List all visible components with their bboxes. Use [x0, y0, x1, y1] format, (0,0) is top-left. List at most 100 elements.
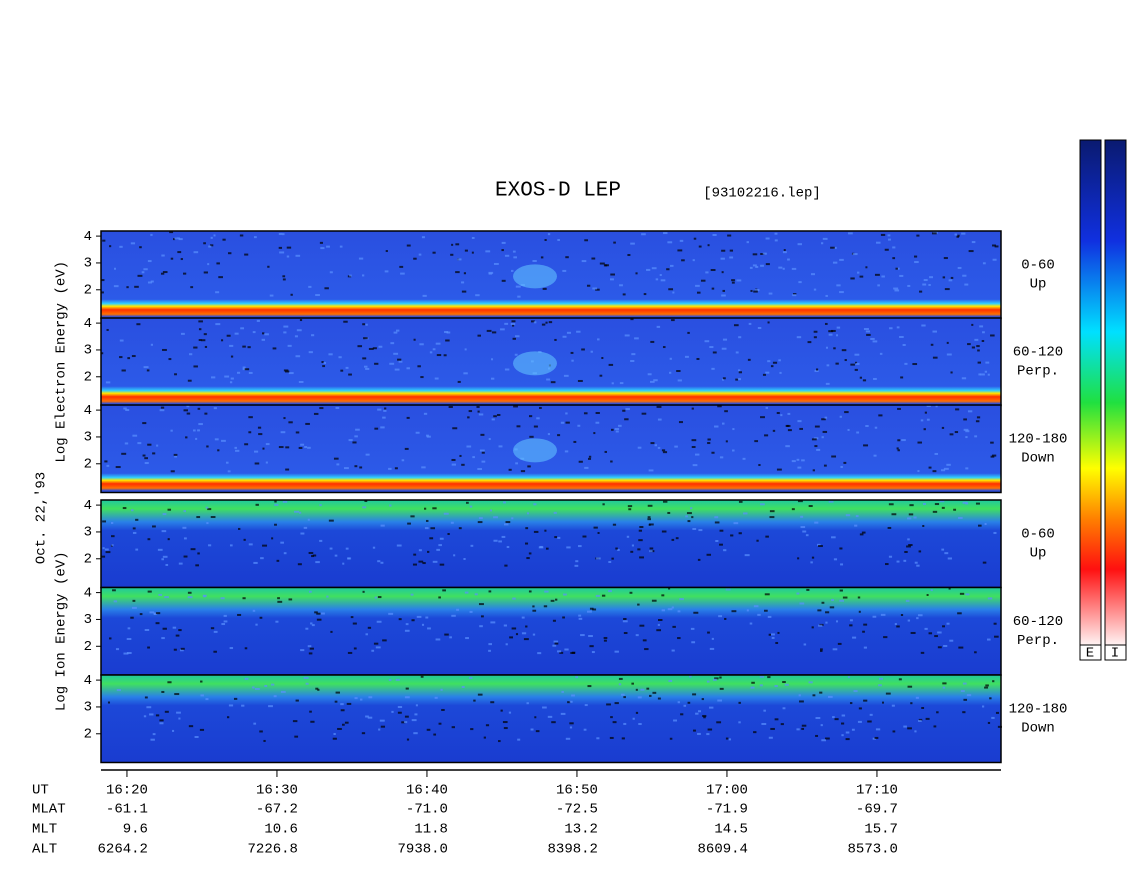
- noise: [426, 728, 431, 731]
- noise: [384, 270, 389, 273]
- noise: [774, 685, 778, 688]
- noise: [649, 550, 653, 553]
- noise: [388, 679, 392, 682]
- noise: [220, 597, 225, 600]
- noise: [126, 286, 129, 289]
- noise: [639, 526, 644, 529]
- noise: [992, 454, 997, 457]
- noise: [721, 422, 725, 425]
- noise: [340, 703, 344, 706]
- noise: [110, 521, 114, 524]
- noise: [413, 732, 418, 735]
- noise: [574, 564, 579, 567]
- noise: [583, 412, 588, 415]
- noise: [926, 593, 929, 596]
- noise: [560, 712, 566, 715]
- noise: [990, 441, 994, 444]
- noise: [186, 405, 190, 408]
- noise: [263, 739, 266, 742]
- noise: [248, 371, 253, 374]
- noise: [833, 347, 836, 350]
- noise: [278, 446, 284, 449]
- noise: [782, 267, 785, 270]
- noise: [896, 625, 900, 628]
- noise: [365, 633, 368, 636]
- noise: [912, 363, 918, 366]
- noise: [552, 644, 557, 647]
- noise: [638, 723, 642, 726]
- noise: [463, 372, 468, 375]
- noise: [697, 710, 701, 713]
- noise: [992, 244, 996, 247]
- noise: [949, 433, 954, 436]
- noise: [588, 455, 592, 458]
- noise: [330, 630, 333, 633]
- noise: [961, 377, 967, 380]
- noise: [775, 641, 779, 644]
- noise: [552, 619, 556, 622]
- noise: [307, 645, 312, 648]
- noise: [224, 375, 230, 378]
- noise: [608, 363, 614, 366]
- noise: [523, 638, 529, 641]
- noise: [744, 554, 750, 557]
- noise: [637, 696, 642, 699]
- panel-label: Down: [1021, 451, 1055, 467]
- noise: [647, 373, 652, 376]
- noise: [907, 685, 913, 688]
- noise: [674, 445, 678, 448]
- noise: [559, 651, 564, 654]
- noise: [735, 378, 739, 381]
- noise: [930, 343, 934, 346]
- noise: [479, 625, 483, 628]
- noise: [825, 621, 828, 624]
- y-tick-label: 3: [84, 256, 92, 272]
- noise: [718, 615, 723, 618]
- noise: [144, 629, 150, 632]
- noise: [525, 625, 528, 628]
- noise: [537, 652, 542, 655]
- noise: [729, 249, 734, 252]
- noise: [612, 721, 617, 724]
- noise: [926, 418, 930, 421]
- noise: [957, 612, 962, 615]
- noise: [197, 407, 201, 410]
- noise: [161, 690, 165, 693]
- noise: [405, 623, 409, 626]
- noise: [501, 249, 504, 252]
- noise: [461, 686, 465, 689]
- noise: [746, 609, 749, 612]
- noise: [587, 610, 592, 613]
- noise: [733, 324, 739, 327]
- panel-frame: [100, 674, 1002, 764]
- noise: [964, 283, 969, 286]
- noise: [635, 272, 638, 275]
- noise: [385, 250, 388, 253]
- noise: [576, 330, 581, 333]
- noise: [820, 649, 823, 652]
- noise: [693, 611, 699, 614]
- noise: [891, 704, 895, 707]
- feature: [513, 264, 557, 289]
- noise: [595, 412, 600, 415]
- noise: [258, 433, 263, 436]
- noise: [818, 624, 823, 627]
- noise: [365, 367, 370, 370]
- noise: [109, 245, 112, 248]
- noise: [982, 331, 985, 334]
- noise: [532, 609, 537, 612]
- noise: [438, 722, 442, 725]
- noise: [545, 547, 549, 550]
- noise: [638, 539, 643, 542]
- noise: [214, 438, 219, 441]
- noise: [242, 366, 246, 369]
- noise: [738, 371, 743, 374]
- noise: [319, 241, 323, 244]
- noise: [329, 271, 333, 274]
- noise: [885, 563, 889, 566]
- noise: [360, 698, 363, 701]
- noise: [137, 442, 142, 445]
- noise: [978, 524, 982, 527]
- noise: [857, 720, 862, 723]
- noise: [777, 631, 780, 634]
